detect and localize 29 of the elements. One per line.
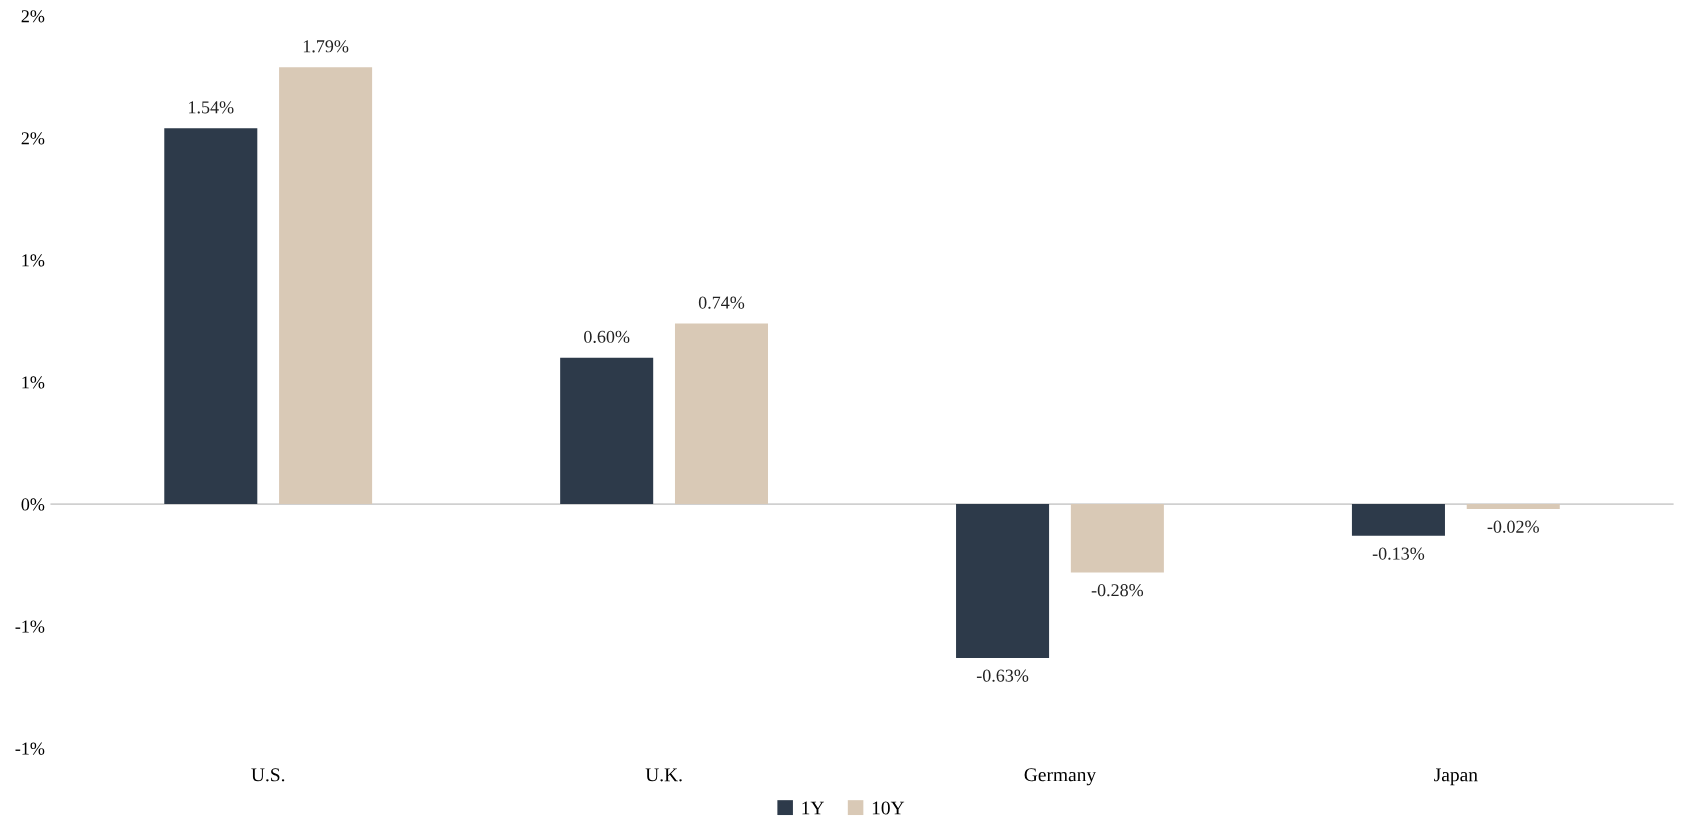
bar (1351, 504, 1445, 536)
bar (1466, 504, 1560, 509)
bar (164, 128, 258, 505)
x-tick-label: U.K. (645, 768, 682, 782)
x-tick-label: Germany (1024, 768, 1097, 786)
legend-label: 1Y (802, 801, 824, 815)
text: 1.54% (189, 101, 234, 114)
text: -0.02% (1487, 520, 1539, 533)
text: 0.60% (584, 330, 630, 343)
text: -0.63% (976, 669, 1029, 682)
y-tick-label: 1% (22, 376, 45, 389)
legend-label: 10Y (872, 801, 905, 815)
text: -0.28% (1091, 584, 1144, 597)
x-tick-label: Japan (1434, 768, 1478, 786)
text: 0.74% (698, 296, 745, 309)
y-tick-label: 2% (21, 10, 45, 23)
y-tick-label: 2% (21, 132, 45, 145)
y-tick-label: 1% (22, 254, 45, 267)
text: -0.13% (1372, 547, 1425, 560)
bar (1070, 504, 1164, 573)
x-tick-label: U.S. (251, 768, 285, 782)
text: 1.79% (303, 40, 349, 53)
y-tick-label: -1% (15, 742, 45, 755)
bar (279, 67, 373, 505)
bar (956, 504, 1050, 658)
y-tick-label: 0% (21, 498, 45, 511)
bar (674, 323, 768, 505)
y-tick-label: -1% (15, 620, 45, 633)
bar (560, 357, 654, 505)
